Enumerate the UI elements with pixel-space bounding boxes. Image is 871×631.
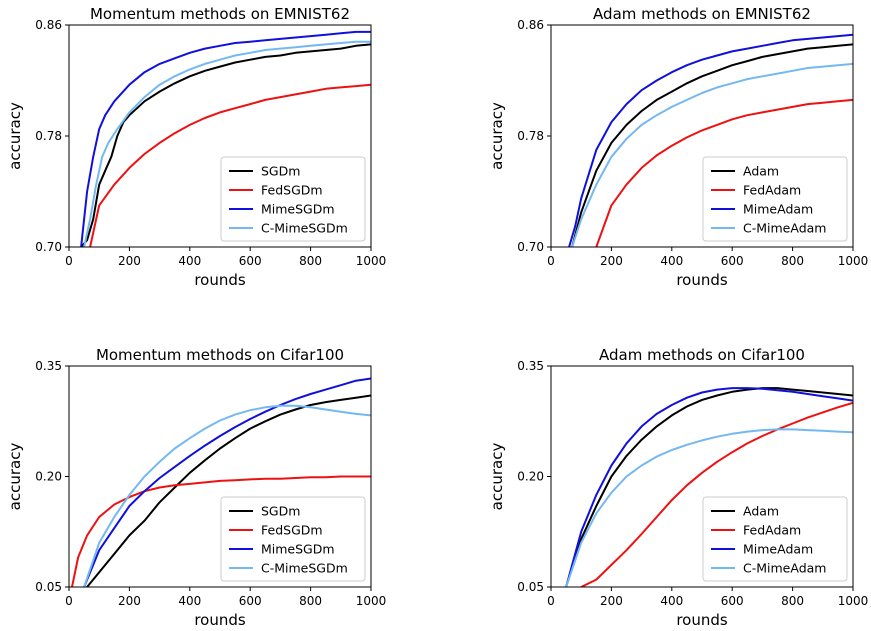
chart-panel-4: Adam methods on Cifar100 0 200 400 600 800 100… <box>488 346 868 629</box>
series-line-sgdm <box>86 394 371 587</box>
legend-label: MimeAdam <box>743 542 813 557</box>
series-line-fedsgdm <box>71 475 371 587</box>
y-tick-label: 0.78 <box>517 129 544 143</box>
x-tick-label: 400 <box>660 254 683 268</box>
legend: SGDm FedSGDm MimeSGDm C-MimeSGDm <box>220 496 366 582</box>
legend-label: FedAdam <box>743 183 801 198</box>
x-axis-label: rounds <box>194 271 246 289</box>
legend-label: SGDm <box>261 164 300 179</box>
x-tick-label: 800 <box>781 254 804 268</box>
x-tick-label: 400 <box>178 594 201 608</box>
legend-label: Adam <box>743 504 779 519</box>
x-axis-label: rounds <box>676 611 728 629</box>
x-tick-label: 0 <box>547 254 555 268</box>
series-line-adam <box>565 387 853 587</box>
series-line-c-mimeadam <box>571 62 853 247</box>
legend-box <box>702 496 848 582</box>
series-line-c-mimeadam <box>565 428 853 587</box>
legend-label: FedAdam <box>743 523 801 538</box>
series-line-sgdm <box>80 43 371 247</box>
series-line-c-mimesgdm <box>83 40 371 247</box>
series-line-mimeadam <box>565 387 853 587</box>
x-tick-label: 200 <box>600 594 623 608</box>
y-axis-label: accuracy <box>488 102 506 170</box>
x-tick-label: 0 <box>65 594 73 608</box>
chart-title: Momentum methods on Cifar100 <box>96 346 344 364</box>
y-tick-label: 0.35 <box>517 359 544 373</box>
x-tick-label: 600 <box>721 254 744 268</box>
series-line-mimeadam <box>568 33 853 247</box>
x-tick-label: 800 <box>299 594 322 608</box>
y-tick-label: 0.70 <box>517 240 544 254</box>
x-tick-label: 400 <box>660 594 683 608</box>
legend-label: C-MimeSGDm <box>261 561 348 576</box>
legend: Adam FedAdam MimeAdam C-MimeAdam <box>702 496 848 582</box>
legend-box <box>702 156 848 242</box>
y-tick-label: 0.35 <box>35 359 62 373</box>
chart-panel-2: Adam methods on EMNIST62 0 200 400 600 800 100… <box>488 5 868 289</box>
y-axis-label: accuracy <box>488 443 506 511</box>
chart-panel-3: Momentum methods on Cifar100 0 200 400 600 80… <box>6 346 386 629</box>
legend-label: MimeAdam <box>743 202 813 217</box>
series-line-fedadam <box>595 98 853 247</box>
series-line-fedadam <box>580 401 853 587</box>
x-tick-label: 1000 <box>838 594 869 608</box>
legend: SGDm FedSGDm MimeSGDm C-MimeSGDm <box>220 156 366 242</box>
legend-box <box>220 156 366 242</box>
x-axis-label: rounds <box>676 271 728 289</box>
y-tick-label: 0.70 <box>35 240 62 254</box>
x-tick-label: 0 <box>65 254 73 268</box>
chart-title: Momentum methods on EMNIST62 <box>90 5 350 23</box>
x-tick-label: 200 <box>118 254 141 268</box>
legend-label: C-MimeAdam <box>743 561 826 576</box>
y-axis-label: accuracy <box>6 102 24 170</box>
series-line-mimesgdm <box>83 377 371 587</box>
x-tick-label: 400 <box>178 254 201 268</box>
x-tick-label: 800 <box>299 254 322 268</box>
x-tick-label: 1000 <box>356 594 387 608</box>
chart-title: Adam methods on EMNIST62 <box>593 5 811 23</box>
y-tick-label: 0.20 <box>517 470 544 484</box>
x-tick-label: 1000 <box>838 254 869 268</box>
chart-panel-1: Momentum methods on EMNIST62 0 200 400 600 80… <box>6 5 386 289</box>
legend-label: FedSGDm <box>261 523 323 538</box>
series-line-fedsgdm <box>89 83 371 247</box>
x-tick-label: 600 <box>239 594 262 608</box>
legend-label: MimeSGDm <box>261 542 335 557</box>
legend: Adam FedAdam MimeAdam C-MimeAdam <box>702 156 848 242</box>
x-axis-label: rounds <box>194 611 246 629</box>
y-tick-label: 0.05 <box>35 580 62 594</box>
series-line-mimesgdm <box>80 30 371 247</box>
legend-label: MimeSGDm <box>261 202 335 217</box>
series-line-adam <box>571 43 853 247</box>
legend-label: SGDm <box>261 504 300 519</box>
x-tick-label: 200 <box>118 594 141 608</box>
legend-label: FedSGDm <box>261 183 323 198</box>
x-tick-label: 1000 <box>356 254 387 268</box>
chart-title: Adam methods on Cifar100 <box>599 346 805 364</box>
series-line-c-mimesgdm <box>83 404 371 587</box>
y-tick-label: 0.78 <box>35 129 62 143</box>
legend-label: C-MimeSGDm <box>261 221 348 236</box>
x-tick-label: 0 <box>547 594 555 608</box>
x-tick-label: 600 <box>721 594 744 608</box>
y-tick-label: 0.86 <box>517 18 544 32</box>
x-tick-label: 200 <box>600 254 623 268</box>
x-tick-label: 800 <box>781 594 804 608</box>
y-tick-label: 0.86 <box>35 18 62 32</box>
y-tick-label: 0.05 <box>517 580 544 594</box>
legend-box <box>220 496 366 582</box>
y-tick-label: 0.20 <box>35 470 62 484</box>
x-tick-label: 600 <box>239 254 262 268</box>
legend-label: Adam <box>743 164 779 179</box>
legend-label: C-MimeAdam <box>743 221 826 236</box>
y-axis-label: accuracy <box>6 443 24 511</box>
